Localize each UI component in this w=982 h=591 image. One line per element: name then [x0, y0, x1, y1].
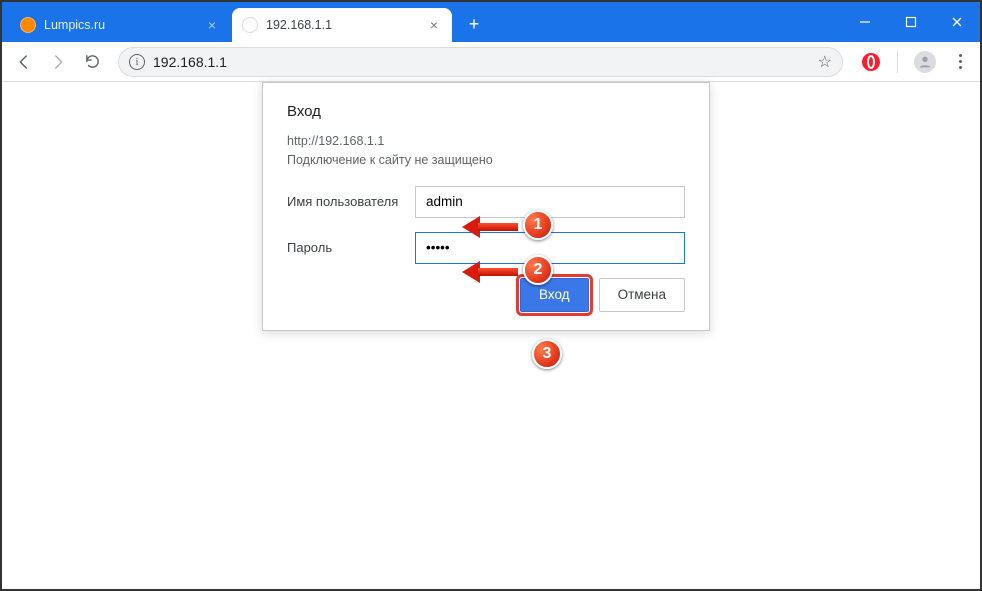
new-tab-button[interactable]: +: [460, 10, 488, 38]
page-viewport: Вход http://192.168.1.1 Подключение к са…: [2, 82, 980, 589]
close-window-button[interactable]: [934, 2, 980, 42]
close-icon[interactable]: ×: [426, 17, 442, 33]
dialog-subtitle: http://192.168.1.1 Подключение к сайту н…: [287, 132, 685, 170]
reload-button[interactable]: [78, 48, 106, 76]
forward-button[interactable]: [44, 48, 72, 76]
login-button-label: Вход: [539, 287, 570, 302]
url-text[interactable]: 192.168.1.1: [153, 54, 818, 70]
opera-extension-icon[interactable]: [861, 52, 881, 72]
window-controls: [842, 2, 980, 42]
maximize-button[interactable]: [888, 2, 934, 42]
username-row: Имя пользователя: [287, 186, 685, 218]
password-row: Пароль: [287, 232, 685, 264]
minimize-button[interactable]: [842, 2, 888, 42]
cancel-button-label: Отмена: [618, 287, 666, 302]
tab-title: 192.168.1.1: [266, 18, 420, 32]
tab-strip: Lumpics.ru × 192.168.1.1 × +: [2, 2, 488, 42]
profile-avatar[interactable]: [914, 51, 936, 73]
username-label: Имя пользователя: [287, 194, 415, 209]
username-input[interactable]: [415, 186, 685, 218]
titlebar: Lumpics.ru × 192.168.1.1 × +: [2, 2, 980, 42]
login-button[interactable]: Вход: [520, 278, 589, 312]
toolbar: i 192.168.1.1 ☆: [2, 42, 980, 82]
cancel-button[interactable]: Отмена: [599, 278, 685, 312]
toolbar-divider: [897, 51, 898, 73]
back-button[interactable]: [10, 48, 38, 76]
tab-router[interactable]: 192.168.1.1 ×: [232, 8, 452, 42]
globe-icon: [20, 17, 36, 33]
password-label: Пароль: [287, 240, 415, 255]
dialog-actions: Вход Отмена: [287, 278, 685, 312]
address-bar[interactable]: i 192.168.1.1 ☆: [118, 47, 843, 77]
tab-lumpics[interactable]: Lumpics.ru ×: [10, 8, 230, 42]
tab-title: Lumpics.ru: [44, 18, 198, 32]
browser-window: Lumpics.ru × 192.168.1.1 × +: [0, 0, 982, 591]
password-input[interactable]: [415, 232, 685, 264]
dialog-title: Вход: [287, 103, 685, 120]
close-icon[interactable]: ×: [204, 17, 220, 33]
dialog-origin: http://192.168.1.1: [287, 132, 685, 151]
browser-menu-button[interactable]: [948, 50, 972, 74]
bookmark-star-icon[interactable]: ☆: [818, 52, 832, 72]
dialog-warning: Подключение к сайту не защищено: [287, 151, 685, 170]
info-icon[interactable]: i: [129, 54, 145, 70]
page-icon: [242, 17, 258, 33]
http-auth-dialog: Вход http://192.168.1.1 Подключение к са…: [262, 82, 710, 331]
